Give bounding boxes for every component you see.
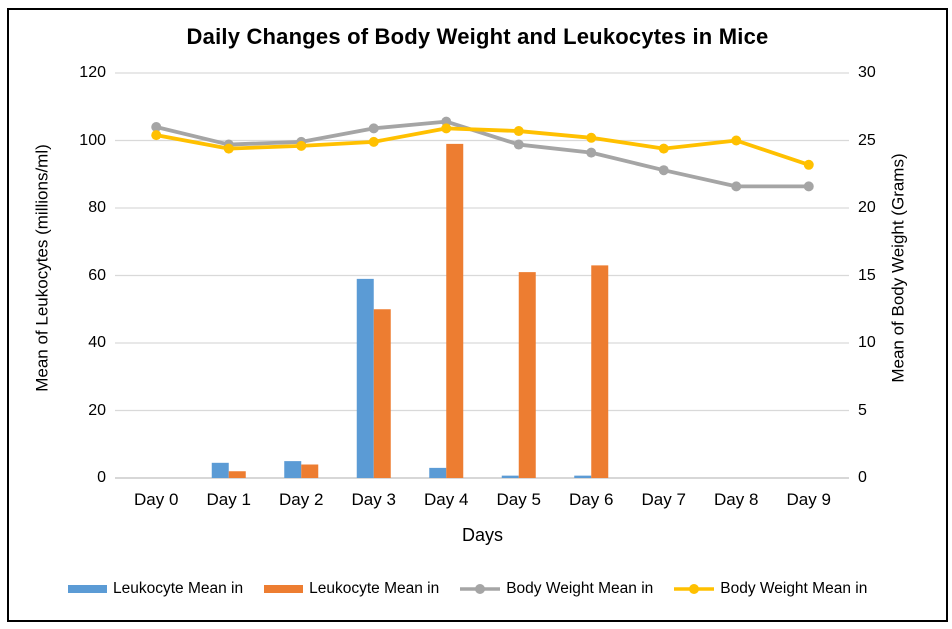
legend-label: Leukocyte Mean in	[309, 580, 440, 597]
legend-label: Body Weight Mean in	[506, 580, 654, 597]
legend-label: Body Weight Mean in	[720, 580, 868, 597]
right-tick-label: 25	[858, 131, 876, 149]
x-tick-label: Day 5	[496, 490, 541, 509]
line-series	[154, 126, 811, 167]
line-marker	[296, 140, 307, 151]
right-tick-label: 20	[858, 199, 876, 216]
bar-day5	[518, 272, 536, 478]
line-marker	[803, 159, 814, 170]
left-tick-label: 120	[79, 64, 106, 81]
left-tick-label: 0	[97, 469, 106, 486]
line-marker	[513, 126, 524, 137]
legend-item: Body Weight Mean in	[674, 580, 867, 598]
line-marker	[586, 147, 597, 158]
x-tick-label: Day 2	[279, 490, 324, 509]
bar-day6	[574, 475, 592, 478]
chart-title: Daily Changes of Body Weight and Leukocy…	[186, 24, 769, 49]
legend-item: Leukocyte Mean in	[68, 580, 243, 598]
chart-frame: Daily Changes of Body Weight and Leukocy…	[7, 8, 948, 622]
left-axis-title: Mean of Leukocytes (millions/ml)	[32, 144, 52, 392]
bar-day5	[501, 475, 519, 478]
x-axis-title: Days	[461, 525, 503, 545]
left-tick-label: 60	[88, 266, 106, 284]
x-tick-label: Day 6	[569, 490, 614, 509]
left-tick-label: 100	[79, 131, 106, 149]
legend-bar-swatch-icon	[68, 585, 107, 593]
bar-day1	[228, 471, 246, 478]
bar-day4	[429, 467, 447, 478]
line-marker	[223, 143, 234, 154]
legend-bar-swatch-icon	[264, 585, 304, 593]
line-marker	[368, 136, 379, 147]
left-tick-label: 20	[88, 401, 106, 419]
line-marker	[731, 135, 742, 146]
line-marker	[368, 123, 379, 134]
line-marker	[151, 130, 162, 141]
legend: Leukocyte Mean in Leukocyte Mean in Body W…	[68, 580, 898, 598]
bar-day3	[356, 278, 374, 478]
right-tick-label: 30	[858, 64, 876, 81]
bar-day2	[284, 461, 302, 478]
line-marker	[151, 122, 162, 132]
x-tick-label: Day 8	[714, 490, 759, 509]
line-marker	[586, 132, 597, 143]
line-marker	[513, 139, 524, 150]
right-tick-label: 10	[858, 334, 876, 351]
x-tick-label: Day 9	[786, 490, 831, 509]
line-marker	[803, 181, 814, 192]
legend-line-swatch-icon	[674, 584, 715, 594]
line-marker	[658, 165, 669, 176]
x-tick-label: Day 4	[424, 490, 469, 509]
right-tick-label: 0	[858, 469, 867, 486]
legend-item: Body Weight Mean in	[460, 580, 653, 598]
right-tick-label: 15	[858, 266, 876, 284]
legend-label: Leukocyte Mean in	[113, 580, 244, 597]
x-tick-label: Day 7	[641, 490, 686, 509]
x-tick-label: Day 0	[134, 490, 179, 509]
bar-day3	[373, 309, 391, 478]
right-tick-label: 5	[858, 401, 867, 419]
line-marker	[441, 123, 452, 134]
x-tick-label: Day 3	[351, 490, 396, 509]
line-series	[154, 119, 811, 189]
x-tick-label: Day 1	[206, 490, 251, 509]
bar-day6	[591, 265, 609, 478]
line-marker	[731, 181, 742, 192]
bar-day1	[211, 462, 229, 478]
left-tick-label: 40	[88, 334, 106, 351]
line-marker	[658, 143, 669, 154]
bar-day2	[301, 464, 319, 478]
legend-item: Leukocyte Mean in	[264, 580, 439, 598]
legend-line-swatch-icon	[460, 584, 501, 594]
left-tick-label: 80	[88, 199, 106, 216]
bar-day4	[446, 143, 464, 478]
